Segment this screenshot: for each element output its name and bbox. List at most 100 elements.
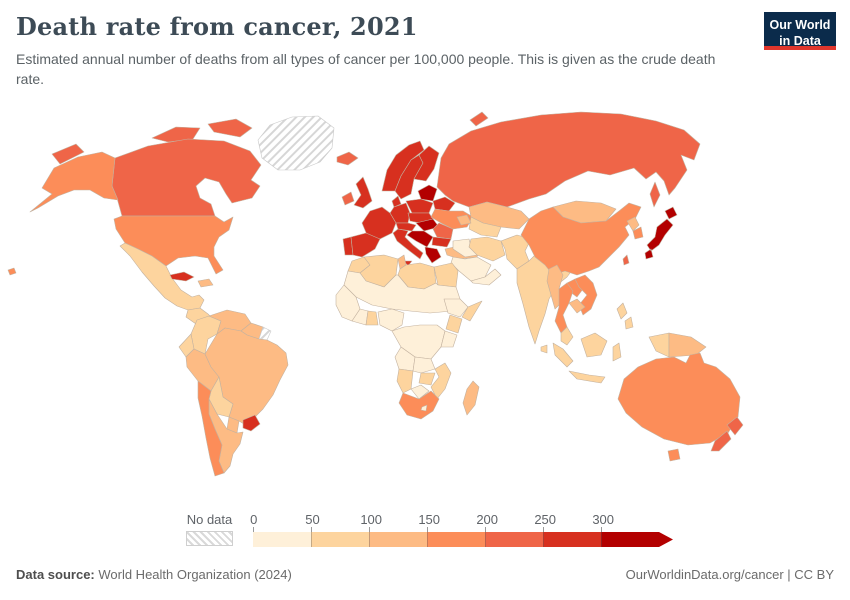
legend-bin-150-200[interactable] xyxy=(427,532,485,547)
legend-segments xyxy=(253,532,673,547)
country-new-zealand[interactable] xyxy=(710,416,744,452)
legend-no-data[interactable]: No data xyxy=(186,512,233,546)
legend-tick-label: 250 xyxy=(534,512,557,527)
legend-arrow xyxy=(659,532,673,547)
country-denmark[interactable] xyxy=(391,195,402,208)
country-botswana[interactable] xyxy=(410,384,430,400)
country-bulgaria[interactable] xyxy=(431,236,452,248)
country-finland[interactable] xyxy=(413,145,440,182)
country-egypt[interactable] xyxy=(433,262,459,288)
country-belarus[interactable] xyxy=(432,196,456,212)
legend-bin-300+[interactable] xyxy=(601,532,659,547)
legend-tick-mark xyxy=(253,527,254,532)
country-central-asia[interactable] xyxy=(468,216,502,238)
country-south-africa[interactable] xyxy=(398,390,440,420)
country-somalia[interactable] xyxy=(461,300,483,322)
country-zambia[interactable] xyxy=(412,356,436,374)
country-iceland[interactable] xyxy=(336,151,359,166)
legend-tick-label: 50 xyxy=(305,512,320,527)
legend-tick-mark xyxy=(601,527,602,532)
legend-tick-labels: 0 50 100 150 200 250 300 xyxy=(250,512,673,532)
legend-bin-100-150[interactable] xyxy=(369,532,427,547)
legend-tick-mark xyxy=(485,527,486,532)
legend-tick-mark xyxy=(311,527,312,532)
country-taiwan[interactable] xyxy=(622,254,630,266)
country-usa[interactable] xyxy=(113,215,234,275)
country-japan[interactable] xyxy=(644,206,678,260)
legend-bin-50-100[interactable] xyxy=(311,532,369,547)
country-caucasus[interactable] xyxy=(456,214,472,226)
country-tanzania[interactable] xyxy=(440,330,458,348)
country-hispaniola[interactable] xyxy=(197,278,214,288)
owid-logo-line2: in Data xyxy=(779,34,821,49)
country-papua-new-guinea[interactable] xyxy=(668,332,707,358)
country-sri-lanka[interactable] xyxy=(540,344,548,354)
country-spain[interactable] xyxy=(350,232,381,258)
country-indonesia[interactable] xyxy=(552,332,670,384)
owid-logo[interactable]: Our World in Data xyxy=(764,12,836,50)
legend-no-data-swatch[interactable] xyxy=(186,531,233,546)
footer-source-value: World Health Organization (2024) xyxy=(94,567,292,582)
world-choropleth-map[interactable] xyxy=(0,98,850,513)
country-russia-chukotka[interactable] xyxy=(51,143,85,165)
country-uruguay[interactable] xyxy=(242,414,261,432)
country-philippines[interactable] xyxy=(616,302,634,330)
country-kenya[interactable] xyxy=(445,314,463,334)
country-nigeria[interactable] xyxy=(377,308,405,332)
country-greenland[interactable] xyxy=(257,115,335,171)
country-cuba[interactable] xyxy=(169,271,195,282)
legend-no-data-label: No data xyxy=(186,512,233,527)
country-australia[interactable] xyxy=(617,352,741,446)
legend-tick-label: 0 xyxy=(250,512,258,527)
country-greece[interactable] xyxy=(424,246,442,264)
country-north-korea[interactable] xyxy=(626,216,640,232)
legend-tick-label: 100 xyxy=(360,512,383,527)
legend-tick-label: 150 xyxy=(418,512,441,527)
country-ghana[interactable] xyxy=(365,310,379,326)
country-zimbabwe[interactable] xyxy=(418,372,436,386)
country-france[interactable] xyxy=(361,206,397,240)
country-iran[interactable] xyxy=(468,236,506,262)
country-cambodia[interactable] xyxy=(568,298,586,314)
country-canada-arctic[interactable] xyxy=(151,126,201,143)
country-baltics[interactable] xyxy=(417,184,438,202)
country-russia[interactable] xyxy=(436,111,701,208)
legend-bin-0-50[interactable] xyxy=(253,532,311,547)
page-title: Death rate from cancer, 2021 xyxy=(16,12,418,41)
country-austria-switzerland[interactable] xyxy=(395,222,417,232)
country-chile[interactable] xyxy=(197,380,225,477)
country-usa-alaska[interactable] xyxy=(29,151,119,213)
footer-license-link[interactable]: OurWorldinData.org/cancer | CC BY xyxy=(625,567,834,582)
country-ireland[interactable] xyxy=(341,191,355,206)
country-canada-arctic[interactable] xyxy=(207,118,253,138)
legend-bar: 0 50 100 150 200 250 300 xyxy=(250,512,673,547)
legend-tick-mark xyxy=(369,527,370,532)
country-uk[interactable] xyxy=(353,176,373,209)
country-poland[interactable] xyxy=(405,198,434,214)
country-mexico[interactable] xyxy=(119,242,205,311)
country-canada[interactable] xyxy=(111,138,262,217)
footer-source-label: Data source: xyxy=(16,567,95,582)
country-madagascar[interactable] xyxy=(462,380,480,416)
country-australia-tasmania[interactable] xyxy=(667,448,681,462)
country-ethiopia[interactable] xyxy=(443,298,469,318)
owid-logo-accent-bar xyxy=(764,46,836,50)
chart-footer: Data source: World Health Organization (… xyxy=(16,567,834,582)
country-west-africa[interactable] xyxy=(335,284,361,322)
country-lesotho[interactable] xyxy=(420,404,428,412)
country-mozambique[interactable] xyxy=(430,362,452,400)
country-yemen-oman[interactable] xyxy=(470,268,502,286)
country-thailand[interactable] xyxy=(554,282,574,334)
country-namibia[interactable] xyxy=(396,368,414,394)
country-west-balkans[interactable] xyxy=(406,230,434,248)
country-south-korea[interactable] xyxy=(632,226,644,240)
footer-source: Data source: World Health Organization (… xyxy=(16,567,292,582)
country-malaysia[interactable] xyxy=(560,326,574,346)
country-usa-hawaii[interactable] xyxy=(7,267,17,276)
country-china[interactable] xyxy=(520,202,642,276)
country-sahel-band[interactable] xyxy=(343,270,461,314)
legend-bin-250-300[interactable] xyxy=(543,532,601,547)
map-legend: No data 0 50 100 150 200 250 300 xyxy=(186,512,673,547)
legend-tick-label: 200 xyxy=(476,512,499,527)
legend-bin-200-250[interactable] xyxy=(485,532,543,547)
